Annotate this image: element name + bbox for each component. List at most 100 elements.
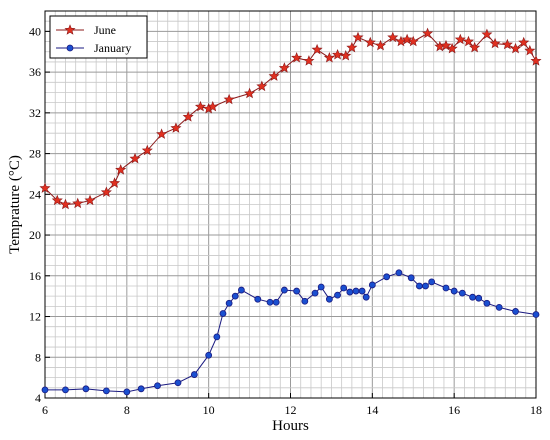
- data-point-june: [207, 100, 219, 112]
- data-point-january: [293, 287, 301, 295]
- series-january: [41, 269, 540, 396]
- data-point-january: [301, 297, 309, 305]
- data-point-january: [442, 284, 450, 292]
- data-point-january: [82, 385, 90, 393]
- data-point-june: [303, 55, 315, 66]
- y-tick-label: 40: [29, 24, 41, 38]
- data-point-january: [102, 387, 110, 395]
- data-point-january: [41, 386, 49, 394]
- data-point-june: [39, 182, 51, 193]
- data-point-january: [325, 295, 333, 303]
- data-point-january: [358, 287, 366, 295]
- data-point-june: [268, 70, 280, 81]
- data-point-january: [219, 310, 227, 317]
- data-point-january: [237, 286, 245, 294]
- data-point-january: [532, 311, 540, 318]
- data-point-january: [272, 298, 280, 306]
- data-point-june: [407, 35, 419, 47]
- data-point-june: [469, 41, 481, 53]
- y-tick-label: 12: [29, 310, 41, 324]
- data-point-january: [311, 289, 319, 297]
- data-point-january: [512, 308, 519, 315]
- data-point-january: [458, 289, 466, 297]
- x-tick-label: 16: [448, 403, 460, 417]
- legend: June January: [49, 15, 148, 59]
- x-tick-label: 18: [530, 403, 542, 417]
- data-point-june: [518, 36, 530, 48]
- data-point-june: [84, 194, 96, 206]
- data-point-june: [501, 38, 513, 50]
- legend-marker: [66, 44, 74, 52]
- data-point-june: [115, 164, 127, 175]
- y-tick-label: 4: [35, 391, 41, 405]
- data-point-june: [100, 186, 112, 197]
- data-point-june: [454, 33, 466, 45]
- data-point-june: [291, 52, 303, 63]
- x-tick-label: 10: [203, 403, 215, 417]
- y-tick-label: 8: [35, 350, 41, 364]
- x-tick-label: 14: [366, 403, 378, 417]
- data-point-january: [422, 282, 429, 290]
- data-point-june: [311, 43, 323, 55]
- data-point-january: [383, 273, 391, 281]
- y-axis-title: Temprature (°C): [7, 155, 23, 254]
- data-point-june: [278, 62, 290, 73]
- x-tick-label: 6: [42, 403, 48, 417]
- data-point-june: [446, 42, 458, 54]
- data-point-january: [415, 282, 423, 290]
- x-axis-title: Hours: [272, 418, 309, 434]
- data-point-june: [352, 31, 364, 43]
- data-point-january: [231, 292, 239, 300]
- x-tick-label: 8: [124, 403, 130, 417]
- data-point-january: [317, 283, 325, 291]
- data-point-june: [401, 33, 413, 45]
- data-point-january: [346, 288, 354, 296]
- data-point-june: [182, 111, 194, 122]
- data-point-june: [422, 27, 434, 39]
- data-point-january: [395, 269, 403, 277]
- y-tick-label: 24: [29, 187, 41, 201]
- y-tick-label: 36: [29, 65, 41, 79]
- data-point-january: [154, 382, 161, 390]
- data-point-june: [72, 197, 84, 209]
- data-point-june: [374, 39, 387, 51]
- data-point-january: [407, 274, 415, 282]
- legend-entry-june: June: [56, 23, 116, 37]
- y-tick-label: 32: [29, 106, 41, 120]
- axis-ticks: 6 8 10 12 14 16 18 4 8 12 16 20 24 28 32 36 40: [29, 24, 542, 417]
- data-point-june: [489, 37, 501, 49]
- data-point-june: [244, 87, 256, 99]
- legend-entry-january: January: [56, 41, 131, 55]
- y-tick-label: 20: [29, 228, 41, 242]
- data-point-january: [352, 287, 360, 295]
- series-june: [39, 27, 542, 210]
- x-tick-label: 12: [285, 403, 297, 417]
- data-point-june: [364, 36, 376, 48]
- data-point-june: [346, 41, 358, 53]
- data-point-june: [109, 177, 121, 188]
- data-point-january: [469, 293, 476, 301]
- data-point-june: [530, 55, 542, 66]
- data-point-june: [481, 28, 493, 40]
- data-point-june: [510, 42, 522, 54]
- data-point-june: [51, 194, 63, 206]
- data-point-january: [123, 388, 131, 396]
- y-tick-label: 28: [29, 147, 41, 161]
- series-layer: [39, 27, 542, 396]
- legend-label: June: [94, 23, 116, 37]
- data-point-june: [129, 152, 141, 164]
- data-point-january: [254, 295, 262, 303]
- data-point-june: [223, 93, 235, 105]
- data-point-january: [213, 333, 221, 341]
- data-point-june: [440, 39, 452, 51]
- data-point-january: [280, 286, 288, 294]
- legend-label: January: [94, 41, 131, 55]
- data-point-june: [59, 198, 71, 210]
- data-point-january: [266, 298, 274, 306]
- data-point-january: [205, 351, 213, 359]
- data-point-january: [495, 303, 503, 311]
- data-point-june: [156, 128, 168, 139]
- data-point-june: [462, 35, 475, 47]
- legend-box: [49, 15, 148, 59]
